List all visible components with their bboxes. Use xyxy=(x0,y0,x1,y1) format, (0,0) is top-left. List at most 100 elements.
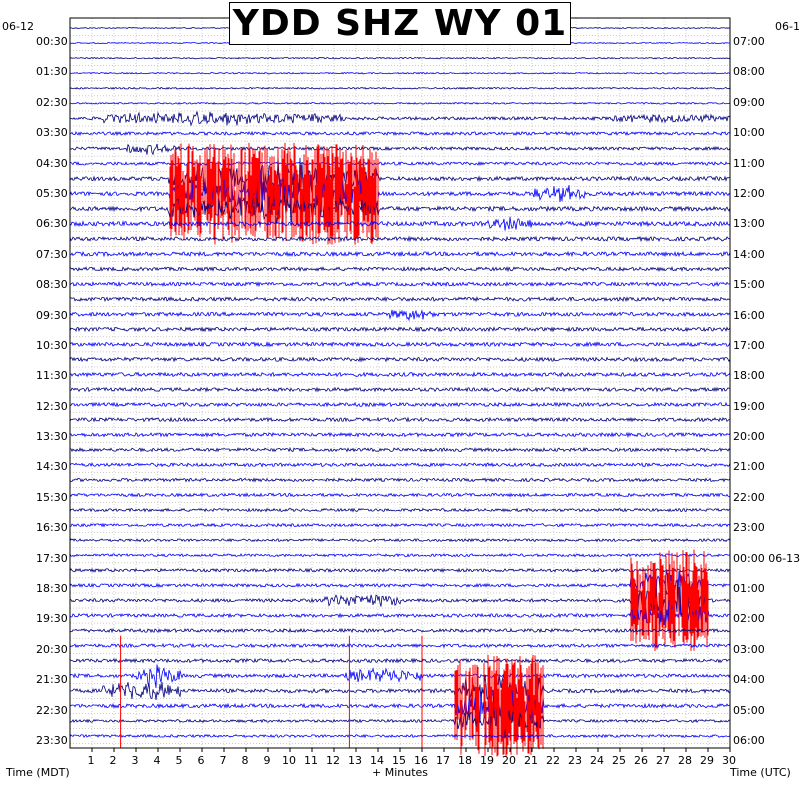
trace-row xyxy=(70,71,731,75)
trace-row xyxy=(69,265,731,273)
right-time-tick: 15:00 xyxy=(733,278,765,292)
trace-row xyxy=(69,216,731,231)
right-time-tick: 14:00 xyxy=(733,247,765,261)
x-tick-label: 9 xyxy=(264,754,271,767)
trace-row xyxy=(69,111,731,127)
trace-row xyxy=(69,672,731,709)
x-tick-label: 3 xyxy=(132,754,139,767)
x-tick-layer: 1 2 3 4 5 6 7 8 9 10 11 12 13 14 15 16 17 18 19 20 21 22 23 24 2… xyxy=(88,748,736,767)
right-time-tick: 10:00 xyxy=(733,126,765,140)
left-time-tick: 06:30 xyxy=(36,217,68,231)
right-time-tick: 03:00 xyxy=(733,642,765,656)
x-tick-label: 19 xyxy=(480,754,494,767)
left-time-tick: 18:30 xyxy=(36,582,68,596)
right-time-tick: 06:00 xyxy=(733,734,765,747)
right-time-tick: 09:00 xyxy=(733,95,765,109)
trace-row xyxy=(69,416,731,423)
right-axis-label: Time (UTC) xyxy=(730,766,791,779)
left-time-tick: 12:30 xyxy=(36,399,68,413)
left-time-tick: 08:30 xyxy=(36,278,68,292)
x-tick-label: 17 xyxy=(436,754,450,767)
x-tick-label: 4 xyxy=(154,754,161,767)
left-time-tick: 15:30 xyxy=(36,490,68,504)
x-axis-label: + Minutes xyxy=(372,766,429,779)
trace-row xyxy=(69,657,731,664)
x-tick-label: 1 xyxy=(88,754,95,767)
trace-row xyxy=(69,507,731,513)
right-time-tick: 02:00 xyxy=(733,612,765,626)
right-time-tick: 12:00 xyxy=(733,186,765,200)
right-time-tick: 17:00 xyxy=(733,338,765,352)
trace-row xyxy=(69,537,731,543)
x-tick-label: 23 xyxy=(568,754,582,767)
right-time-tick: 16:00 xyxy=(733,308,765,322)
trace-row xyxy=(69,522,731,528)
left-axis-label: Time (MDT) xyxy=(6,766,70,779)
trace-row xyxy=(69,341,731,348)
trace-row xyxy=(69,627,731,634)
chart-title-box: YDD SHZ WY 01 xyxy=(229,2,571,45)
left-time-tick: 16:30 xyxy=(36,521,68,535)
x-tick-label: 22 xyxy=(546,754,560,767)
left-time-tick: 20:30 xyxy=(36,642,68,656)
left-time-tick: 14:30 xyxy=(36,460,68,474)
x-tick-label: 21 xyxy=(524,754,538,767)
trace-row xyxy=(69,281,731,288)
left-time-tick: 02:30 xyxy=(36,95,68,109)
left-time-tick: 22:30 xyxy=(36,703,68,717)
right-time-tick: 07:00 xyxy=(733,35,765,48)
x-tick-label: 5 xyxy=(176,754,183,767)
trace-row xyxy=(69,705,731,738)
x-tick-label: 6 xyxy=(198,754,205,767)
x-tick-label: 20 xyxy=(502,754,516,767)
trace-row xyxy=(69,296,731,303)
trace-row xyxy=(69,356,731,363)
trace-row xyxy=(69,569,731,599)
x-tick-label: 28 xyxy=(678,754,692,767)
trace-row xyxy=(69,371,731,378)
left-time-tick: 13:30 xyxy=(36,430,68,444)
x-tick-label: 11 xyxy=(304,754,318,767)
right-time-tick: 19:00 xyxy=(733,399,765,413)
left-date-label: 06-12 xyxy=(2,20,34,33)
x-tick-label: 7 xyxy=(220,754,227,767)
trace-row xyxy=(69,130,731,137)
left-time-tick: 10:30 xyxy=(36,338,68,352)
x-tick-label: 25 xyxy=(612,754,626,767)
trace-row xyxy=(69,664,731,688)
right-time-tick: 22:00 xyxy=(733,490,765,504)
x-tick-label: 26 xyxy=(634,754,648,767)
right-time-tick: 05:00 xyxy=(733,703,765,717)
x-tick-label: 15 xyxy=(392,754,406,767)
right-date-label: 06-1 xyxy=(775,20,800,33)
trace-layer xyxy=(69,26,731,757)
trace-row xyxy=(69,642,731,649)
trace-row xyxy=(69,101,731,105)
trace-row xyxy=(69,579,731,617)
left-time-tick: 11:30 xyxy=(36,369,68,383)
trace-row xyxy=(69,462,731,468)
trace-row xyxy=(69,309,731,322)
trace-row xyxy=(69,553,731,558)
right-time-tick: 23:00 xyxy=(733,521,765,535)
trace-row xyxy=(69,143,731,156)
x-tick-label: 2 xyxy=(110,754,117,767)
trace-row xyxy=(69,401,731,408)
trace-row xyxy=(70,446,731,453)
trace-row xyxy=(69,599,731,626)
right-time-tick: 18:00 xyxy=(733,369,765,383)
right-time-tick: 00:00 06-13 xyxy=(733,551,800,565)
left-time-tick: 00:30 xyxy=(36,35,68,48)
grid-layer xyxy=(69,18,731,748)
left-time-tick: 17:30 xyxy=(36,551,68,565)
left-time-tick: 21:30 xyxy=(36,673,68,687)
x-tick-label: 18 xyxy=(458,754,472,767)
right-time-tick: 13:00 xyxy=(733,217,765,231)
left-time-tick: 23:30 xyxy=(36,734,68,747)
trace-row xyxy=(69,431,731,438)
right-time-tick: 01:00 xyxy=(733,582,765,596)
left-time-tick: 07:30 xyxy=(36,247,68,261)
left-time-tick: 05:30 xyxy=(36,186,68,200)
trace-row xyxy=(69,477,731,483)
trace-row xyxy=(69,733,731,739)
